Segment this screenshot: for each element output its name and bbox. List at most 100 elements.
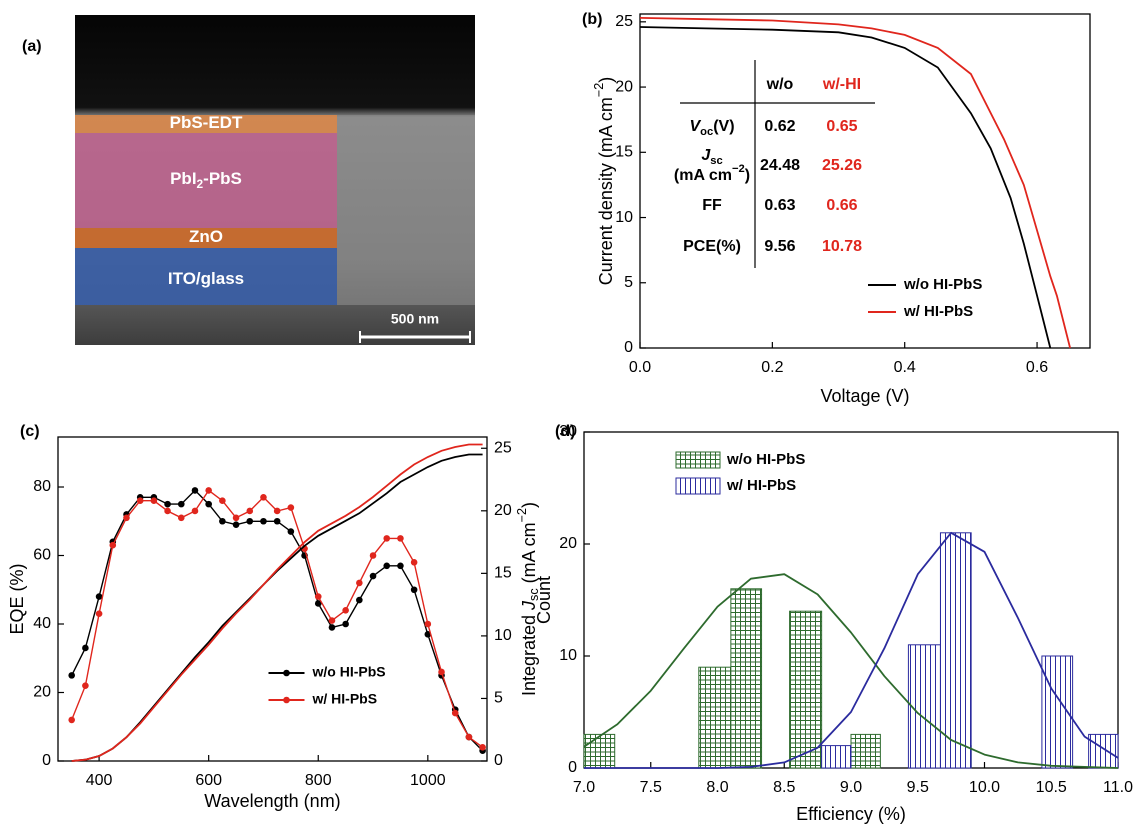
histogram-bar bbox=[1088, 733, 1119, 769]
data-point bbox=[82, 644, 89, 652]
table-cell: 24.48 bbox=[760, 157, 800, 174]
y-tick-label: 60 bbox=[33, 547, 51, 564]
text-part: PCE(%) bbox=[683, 238, 741, 255]
sem-image: 500 nm bbox=[75, 15, 475, 345]
histogram-bar bbox=[583, 733, 616, 769]
panel-label: (a) bbox=[22, 38, 42, 55]
scale-bar-label: 500 nm bbox=[391, 311, 439, 327]
data-point bbox=[95, 593, 103, 600]
x-tick-label: 0.0 bbox=[629, 359, 651, 376]
data-point bbox=[191, 487, 199, 494]
text-part: (mA cm bbox=[519, 522, 539, 588]
data-point bbox=[205, 500, 212, 508]
legend-label: w/o HI-PbS bbox=[903, 276, 982, 293]
table-header: w/o bbox=[766, 76, 794, 93]
y-tick-label: 20 bbox=[559, 535, 577, 552]
data-point bbox=[356, 579, 363, 587]
table-cell: 9.56 bbox=[764, 238, 795, 255]
data-point bbox=[424, 630, 432, 638]
text-part: -PbS bbox=[203, 169, 242, 188]
y-tick-label: 40 bbox=[33, 615, 51, 632]
text-part: ) bbox=[519, 502, 539, 508]
data-point bbox=[465, 733, 473, 741]
table-cell: 0.63 bbox=[764, 197, 795, 214]
sem-bulk bbox=[337, 115, 475, 305]
data-point bbox=[68, 716, 75, 724]
data-point bbox=[177, 500, 185, 508]
data-point bbox=[232, 514, 240, 522]
series-line bbox=[639, 17, 1071, 349]
x-tick-label: 1000 bbox=[410, 772, 446, 789]
label: Count bbox=[534, 576, 554, 624]
data-point bbox=[383, 535, 391, 542]
layer-ito bbox=[75, 248, 337, 305]
text-part: Current density (mA cm bbox=[596, 97, 616, 285]
data-point bbox=[123, 514, 130, 522]
x-tick-label: 9.5 bbox=[907, 779, 929, 796]
plot-frame bbox=[583, 431, 1119, 769]
x-tick-label: 10.5 bbox=[1036, 779, 1067, 796]
series-line bbox=[71, 443, 483, 762]
legend-marker bbox=[283, 696, 290, 704]
label: EQE (%) bbox=[7, 563, 27, 634]
label: Voltage (V) bbox=[820, 386, 909, 406]
y-tick-label: 25 bbox=[615, 13, 633, 30]
y2-tick-label: 0 bbox=[494, 752, 503, 769]
data-point bbox=[246, 517, 254, 525]
series-line bbox=[639, 26, 1052, 349]
data-point bbox=[205, 487, 212, 494]
x-tick-label: 0.4 bbox=[894, 359, 916, 376]
text-part: −2 bbox=[592, 83, 606, 97]
y-tick-label: 0 bbox=[42, 752, 51, 769]
text-part: ) bbox=[596, 77, 616, 83]
legend-swatch bbox=[675, 451, 721, 469]
rich-text: PCE(%) bbox=[683, 238, 741, 255]
histogram-bar bbox=[907, 644, 941, 769]
text-part: PbI bbox=[170, 169, 196, 188]
data-point bbox=[232, 521, 240, 528]
y-tick-label: 0 bbox=[624, 339, 633, 356]
y-tick-label: 15 bbox=[615, 144, 633, 161]
text-part: 2 bbox=[197, 177, 204, 191]
data-point bbox=[451, 709, 459, 717]
text-part: oc bbox=[700, 126, 713, 138]
x-tick-label: 800 bbox=[305, 772, 332, 789]
data-point bbox=[383, 562, 391, 570]
fit-curve bbox=[584, 531, 1119, 769]
data-point bbox=[314, 593, 322, 600]
data-point bbox=[219, 517, 226, 525]
data-point bbox=[397, 562, 404, 570]
rich-text: Voc(V) bbox=[689, 118, 734, 138]
y-tick-label: 30 bbox=[559, 423, 577, 440]
legend-label: w/o HI-PbS bbox=[726, 451, 805, 468]
series-line bbox=[71, 489, 484, 748]
rich-text: FF bbox=[702, 197, 722, 214]
x-tick-label: 8.0 bbox=[706, 779, 728, 796]
panel-label: (c) bbox=[20, 423, 40, 440]
x-tick-label: 7.5 bbox=[640, 779, 662, 796]
rich-text: Integrated Jsc (mA cm−2) bbox=[515, 502, 541, 696]
text-part: Integrated bbox=[519, 610, 539, 696]
histogram-bar bbox=[850, 733, 881, 769]
data-point bbox=[109, 541, 117, 549]
x-tick-label: 9.0 bbox=[840, 779, 862, 796]
histogram-bar bbox=[730, 588, 763, 769]
x-tick-label: 11.0 bbox=[1103, 779, 1133, 796]
plot-frame bbox=[639, 13, 1091, 349]
data-point bbox=[438, 668, 445, 676]
y2-tick-label: 25 bbox=[494, 439, 512, 456]
legend-swatch bbox=[675, 477, 721, 495]
data-point bbox=[273, 507, 281, 515]
table-header: w/-HI bbox=[822, 76, 861, 93]
histogram-bar bbox=[821, 745, 852, 769]
data-point bbox=[246, 507, 254, 515]
x-tick-label: 600 bbox=[195, 772, 222, 789]
data-point bbox=[410, 559, 418, 566]
legend-label: w/ HI-PbS bbox=[312, 691, 378, 707]
data-point bbox=[356, 596, 363, 604]
data-point bbox=[410, 586, 418, 594]
y-tick-label: 5 bbox=[624, 274, 633, 291]
table-cell: 10.78 bbox=[822, 238, 862, 255]
text-part: ZnO bbox=[189, 227, 223, 246]
data-point bbox=[328, 624, 336, 631]
